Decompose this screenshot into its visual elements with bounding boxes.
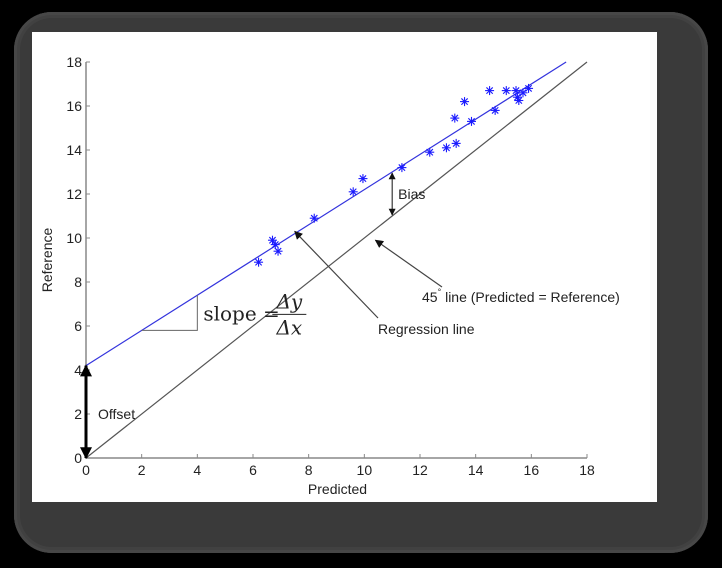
data-point xyxy=(514,96,524,105)
x-tick-label: 10 xyxy=(357,462,373,478)
bias-label: Bias xyxy=(398,186,425,202)
x-tick-label: 18 xyxy=(579,462,595,478)
x-tick-label: 2 xyxy=(138,462,146,478)
data-point xyxy=(309,213,319,223)
scatter-chart: 0 2 4 6 8 10 12 14 16 18 0 2 4 6 8 10 12 14 16 18 Predicted… xyxy=(39,54,620,497)
annotations: Predicted Reference Bias Offset Regressi… xyxy=(39,172,620,497)
y-tick-label: 2 xyxy=(74,406,82,422)
data-point xyxy=(501,86,511,96)
chart-canvas: 0 2 4 6 8 10 12 14 16 18 0 2 4 6 8 10 12 14 16 18 Predicted… xyxy=(32,32,657,502)
y-tick-label: 0 xyxy=(74,450,82,466)
regression-line xyxy=(85,61,567,367)
x-tick-label: 4 xyxy=(193,462,201,478)
slope-formula-label: slope = xyxy=(203,301,279,325)
x-axis-label: Predicted xyxy=(308,481,367,497)
data-point xyxy=(451,138,461,148)
x-tick-label: 12 xyxy=(412,462,428,478)
data-points xyxy=(254,83,534,267)
y-tick-label: 18 xyxy=(66,54,82,70)
reference-lines xyxy=(85,61,588,459)
data-point xyxy=(524,83,534,93)
data-point xyxy=(273,246,283,256)
data-point xyxy=(490,105,500,115)
offset-label: Offset xyxy=(98,406,135,422)
data-point xyxy=(511,86,521,96)
y-tick-label: 16 xyxy=(66,98,82,114)
data-point xyxy=(267,235,277,245)
data-point xyxy=(450,113,460,123)
x-tick-label: 6 xyxy=(249,462,257,478)
x-tick-label: 0 xyxy=(82,462,90,478)
data-point xyxy=(518,88,528,98)
y-tick-label: 4 xyxy=(74,362,82,378)
data-point xyxy=(254,257,264,267)
data-point xyxy=(397,163,407,173)
y-tick-label: 6 xyxy=(74,318,82,334)
y-tick-label: 12 xyxy=(66,186,82,202)
data-point xyxy=(460,97,470,107)
data-point xyxy=(358,174,368,184)
slope-triangle xyxy=(141,295,198,331)
y-tick-label: 14 xyxy=(66,142,82,158)
data-point xyxy=(485,86,495,96)
regression-line-label: Regression line xyxy=(378,321,475,337)
data-point xyxy=(466,116,476,126)
slope-denominator: Δx xyxy=(275,315,302,339)
x-tick-label: 16 xyxy=(524,462,540,478)
axes: 0 2 4 6 8 10 12 14 16 18 0 2 4 6 8 10 12 14 16 18 xyxy=(66,54,595,478)
x-tick-label: 14 xyxy=(468,462,484,478)
45-degree-line-label: 45° line (Predicted = Reference) xyxy=(422,287,620,305)
data-point xyxy=(425,147,435,157)
regression-pointer-arrow xyxy=(294,230,379,319)
y-axis-label: Reference xyxy=(39,227,55,292)
slope-numerator: Δy xyxy=(275,289,302,313)
line45-pointer-arrow xyxy=(374,239,443,288)
y-tick-label: 8 xyxy=(74,274,82,290)
data-point xyxy=(270,240,280,250)
line-45-degree xyxy=(85,61,588,459)
y-tick-label: 10 xyxy=(66,230,82,246)
data-point xyxy=(441,143,451,153)
x-tick-label: 8 xyxy=(305,462,313,478)
data-point xyxy=(348,187,358,197)
